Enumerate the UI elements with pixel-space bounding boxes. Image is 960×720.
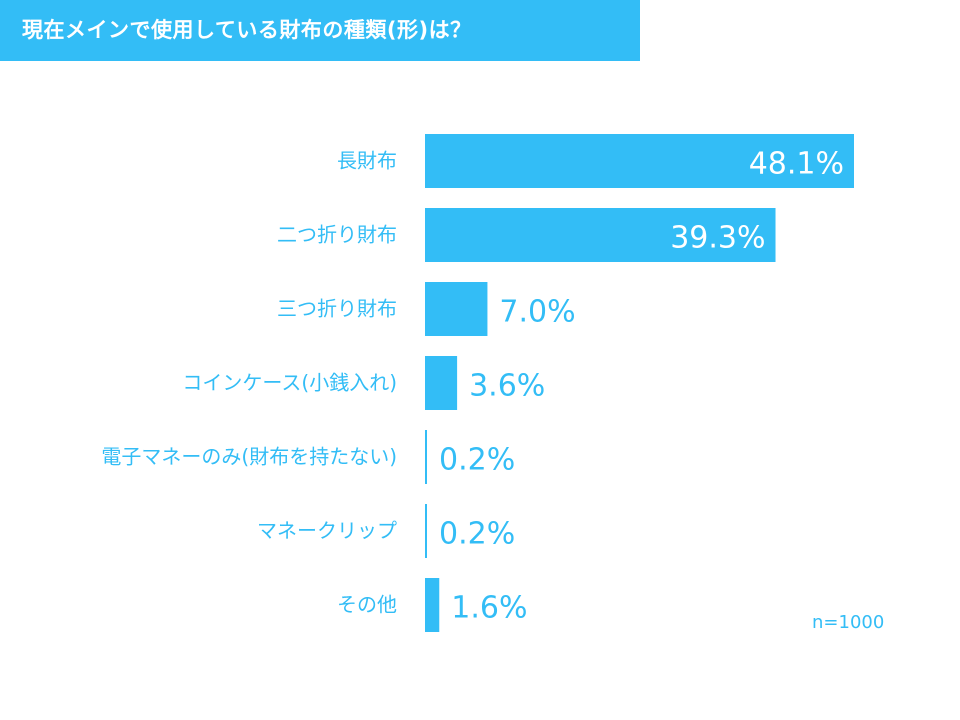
- value-label: 0.2%: [439, 443, 515, 478]
- bar: [425, 430, 427, 484]
- category-label: 三つ折り財布: [277, 297, 397, 321]
- sample-size-note: n=1000: [812, 612, 885, 633]
- bar: [425, 134, 854, 188]
- value-label: 3.6%: [469, 369, 545, 404]
- value-label: 7.0%: [499, 295, 575, 330]
- value-label: 39.3%: [670, 221, 765, 256]
- bar: [425, 578, 440, 632]
- category-label: 長財布: [337, 149, 397, 173]
- category-label: マネークリップ: [257, 519, 397, 543]
- bar: [425, 208, 776, 262]
- bar: [425, 282, 488, 336]
- bar: [425, 504, 427, 558]
- chart-title: 現在メインで使用している財布の種類(形)は？: [22, 18, 472, 42]
- category-label: その他: [337, 593, 397, 617]
- value-label: 1.6%: [451, 591, 527, 626]
- value-label: 0.2%: [439, 517, 515, 552]
- bar: [425, 356, 458, 410]
- category-label: コインケース(小銭入れ): [182, 371, 397, 395]
- value-label: 48.1%: [749, 147, 844, 182]
- title-banner: 現在メインで使用している財布の種類(形)は？: [0, 0, 640, 61]
- category-label: 電子マネーのみ(財布を持たない): [101, 445, 397, 469]
- category-label: 二つ折り財布: [277, 223, 397, 247]
